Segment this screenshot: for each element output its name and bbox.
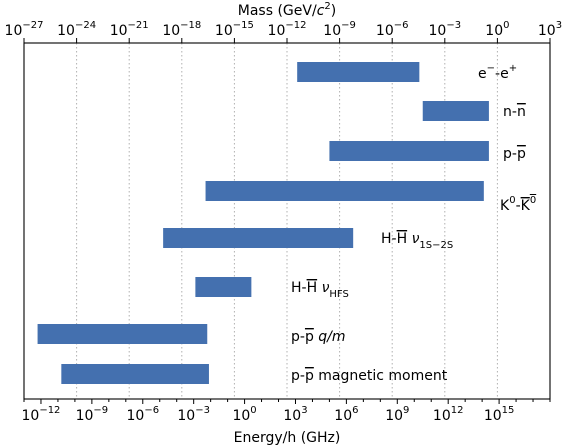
bar-label: p-p xyxy=(503,146,526,162)
top-axis: 10−27 10−24 10−21 10−18 10−15 10−12 10−9 10−6 10… xyxy=(5,20,562,43)
bottom-tick-label: 10−6 xyxy=(126,405,159,424)
bar xyxy=(422,101,489,121)
bar-label: e−-e+ xyxy=(478,63,517,82)
bottom-tick-label: 10−9 xyxy=(76,405,109,424)
top-tick-label: 10−6 xyxy=(376,20,409,39)
bar-label: K0-K0 xyxy=(500,195,536,214)
top-tick-label: 10−18 xyxy=(162,20,201,39)
bar xyxy=(205,181,484,201)
bar xyxy=(163,228,354,248)
bottom-axis-title: Energy/h (GHz) xyxy=(234,430,341,446)
bottom-tick-label: 10−12 xyxy=(21,405,60,424)
top-tick-label: 10−24 xyxy=(57,20,96,39)
bottom-tick-label: 109 xyxy=(385,405,409,424)
bar xyxy=(297,62,420,82)
bar-label: H-H νHFS xyxy=(291,280,349,300)
bar xyxy=(61,364,209,384)
top-tick-label: 10−12 xyxy=(268,20,307,39)
top-tick-label: 100 xyxy=(485,20,509,39)
bar xyxy=(329,141,489,161)
bottom-tick-label: 103 xyxy=(283,405,307,424)
grid-lines xyxy=(76,43,498,399)
bar-label: n-n xyxy=(503,104,526,120)
bottom-tick-label: 10−3 xyxy=(177,405,210,424)
bar-label: H-H ν1S−2S xyxy=(381,231,453,251)
bottom-tick-label: 1012 xyxy=(433,405,464,424)
top-axis-title: Mass (GeV/c2) xyxy=(238,1,336,19)
top-tick-label: 10−21 xyxy=(110,20,149,39)
bar xyxy=(195,277,252,297)
top-tick-label: 10−9 xyxy=(323,20,356,39)
top-tick-label: 10−27 xyxy=(5,20,44,39)
bar-labels: e−-e+ n-n p-p K0-K0 H-H ν1S−2S H-H νHFS p-p q/… xyxy=(291,63,536,384)
bottom-tick-label: 106 xyxy=(334,405,358,424)
top-tick-label: 103 xyxy=(538,20,562,39)
bottom-tick-label: 100 xyxy=(232,405,256,424)
top-tick-label: 10−3 xyxy=(429,20,462,39)
bars xyxy=(37,62,489,384)
bottom-axis: 10−12 10−9 10−6 10−3 100 103 106 109 1012 1015 xyxy=(21,399,551,424)
bar-label: p-p magnetic moment xyxy=(291,368,448,384)
bar xyxy=(37,324,208,344)
top-tick-label: 10−15 xyxy=(215,20,254,39)
bottom-tick-label: 1015 xyxy=(484,405,515,424)
bar-label: p-p q/m xyxy=(291,329,346,345)
